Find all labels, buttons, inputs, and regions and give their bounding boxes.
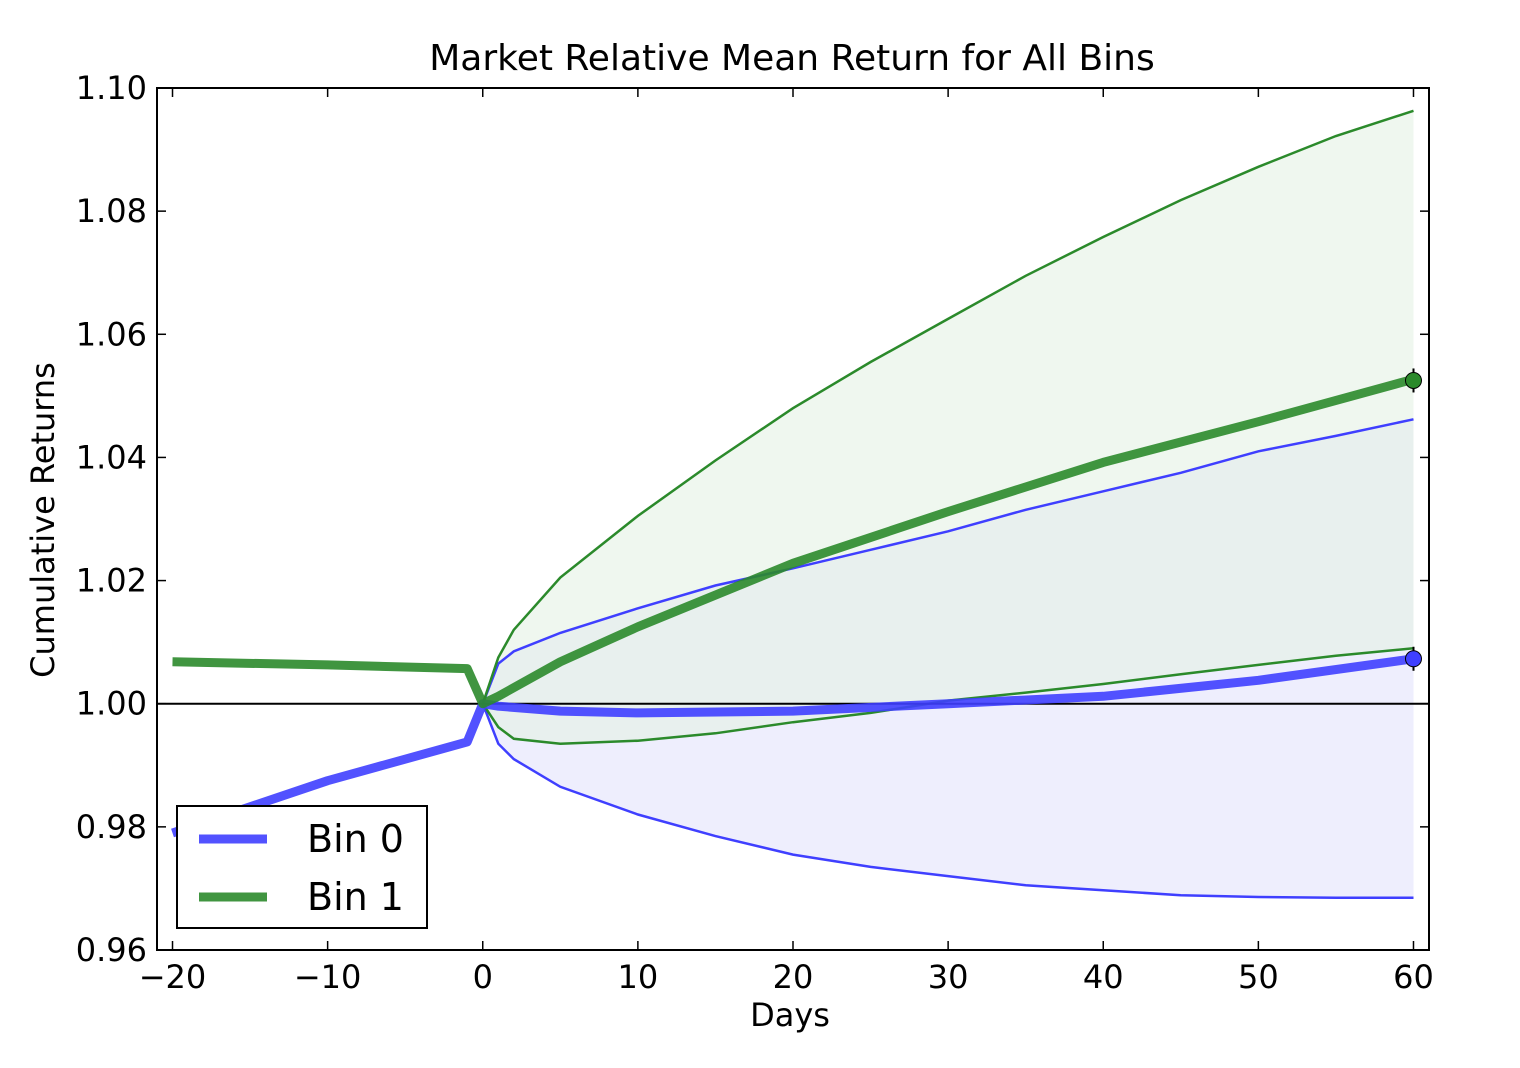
bin-1-legend-label: Bin 1 [307, 875, 404, 919]
bin-1-lower-bound-line [481, 647, 1414, 745]
bin-0-mean-line [171, 654, 1415, 838]
y-tick-label: 1.06 [76, 315, 147, 353]
x-tick-label: 10 [618, 958, 659, 996]
y-tick-label: 0.98 [76, 808, 147, 846]
chart-title: Market Relative Mean Return for All Bins [429, 38, 1155, 79]
bin-0-upper-bound-line [481, 418, 1414, 705]
y-tick-label: 1.10 [76, 69, 147, 107]
y-tick-label: 1.08 [76, 192, 147, 230]
x-axis-label: Days [750, 996, 830, 1034]
y-tick-label: 1.04 [76, 438, 147, 476]
x-tick-label: −20 [139, 958, 207, 996]
y-axis-label: Cumulative Returns [24, 362, 62, 678]
legend: Bin 0 Bin 1 [176, 805, 428, 929]
y-tick-label: 0.96 [76, 931, 147, 969]
x-tick-label: 40 [1083, 958, 1124, 996]
bin-1-upper-bound-line [481, 109, 1414, 705]
y-tick-label: 1.02 [76, 562, 147, 600]
legend-box [176, 805, 428, 929]
bin-1-confidence-band [482, 110, 1414, 744]
series-lines [157, 109, 1429, 899]
bin-0-end-marker [1404, 650, 1422, 668]
x-tick-label: 30 [928, 958, 969, 996]
x-tick-label: −10 [294, 958, 362, 996]
x-tick-label: 60 [1393, 958, 1434, 996]
bin-0-legend-label: Bin 0 [307, 817, 404, 861]
x-tick-label: 0 [473, 958, 493, 996]
x-tick-label: 50 [1238, 958, 1279, 996]
bin-0-lower-bound-line [481, 703, 1414, 899]
y-tick-label: 1.00 [76, 685, 147, 723]
bin-1-end-marker [1404, 371, 1422, 389]
confidence-bands [482, 110, 1414, 898]
axis-ticks: −20 −10 0 10 20 30 40 50 60 0.96 0.98 1.00 1.02 1.04 1… [76, 69, 1434, 996]
bin-1-mean-line [172, 374, 1415, 709]
x-tick-label: 20 [773, 958, 814, 996]
